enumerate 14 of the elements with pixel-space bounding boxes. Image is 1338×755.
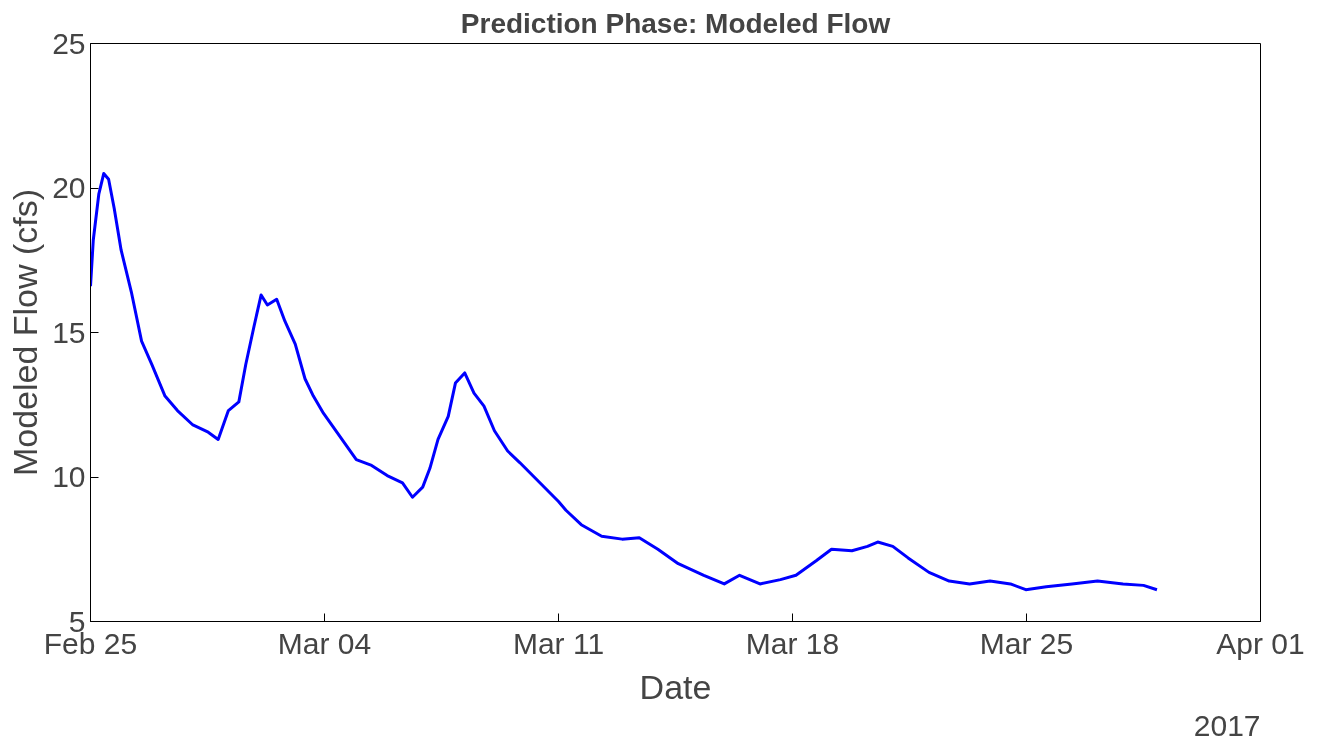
- line-series: [90, 172, 1159, 592]
- x-tick-label: Apr 01: [1216, 626, 1305, 660]
- chart-title: Prediction Phase: Modeled Flow: [460, 7, 891, 39]
- y-tick-label: 10: [52, 460, 86, 493]
- y-tick-label: 25: [52, 26, 86, 60]
- x-tick-label: Mar 11: [512, 626, 605, 660]
- y-axis-title: Modeled Flow (cfs): [6, 188, 45, 477]
- y-tick-label: 15: [52, 315, 86, 349]
- x-tick-label: Mar 25: [979, 626, 1074, 660]
- x-tick-label: Mar 18: [745, 626, 840, 660]
- x-tick-label: Mar 04: [277, 626, 372, 660]
- text: 2017: [1193, 708, 1261, 742]
- y-tick-label: 20: [52, 171, 86, 204]
- x-axis-title: Date: [639, 667, 712, 706]
